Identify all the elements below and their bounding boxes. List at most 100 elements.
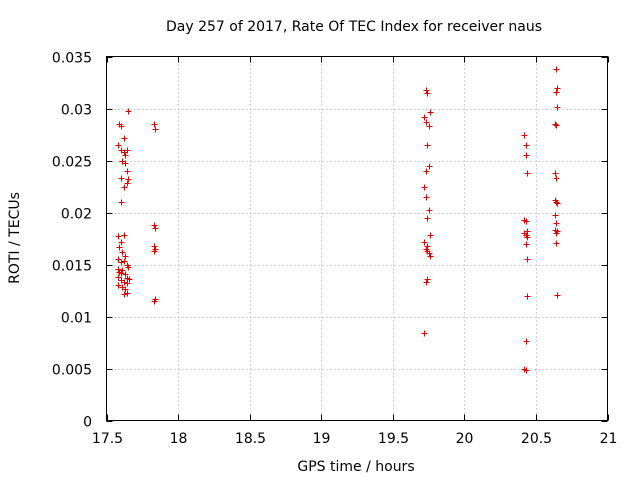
data-point: [524, 256, 531, 263]
data-point: [423, 194, 430, 201]
data-point: [553, 220, 560, 227]
x-tick-label: 19.5: [378, 431, 409, 447]
data-point: [554, 200, 561, 207]
data-point: [119, 249, 126, 256]
y-tick-label: 0.01: [61, 311, 92, 327]
data-point: [124, 290, 131, 297]
data-point: [121, 279, 128, 286]
plot-frame: [106, 56, 608, 421]
data-point: [424, 142, 431, 149]
data-point: [554, 104, 561, 111]
data-point: [124, 147, 131, 154]
data-point: [124, 168, 131, 175]
data-point: [554, 85, 561, 92]
data-point: [122, 271, 129, 278]
data-point: [554, 228, 561, 235]
data-point: [421, 184, 428, 191]
data-point: [553, 240, 560, 247]
data-point: [552, 121, 559, 128]
y-axis-label: ROTI / TECUs: [7, 192, 23, 284]
data-point: [426, 123, 433, 130]
x-tick-labels: 17.5 18 18.5 19 19.5 20 20.5 21: [92, 431, 618, 447]
x-tick-label: 21: [600, 431, 618, 447]
data-point: [553, 89, 560, 96]
data-point: [423, 87, 430, 94]
y-tick-label: 0.005: [52, 363, 92, 379]
data-point: [151, 121, 158, 128]
data-point: [121, 232, 128, 239]
data-point: [552, 170, 559, 177]
data-point: [124, 280, 131, 287]
data-point: [118, 239, 125, 246]
data-point: [426, 163, 433, 170]
data-point: [552, 212, 559, 219]
data-point: [423, 119, 430, 126]
y-tick-label: 0.03: [61, 103, 92, 119]
data-point: [553, 199, 560, 206]
data-point: [115, 256, 122, 263]
data-point: [426, 207, 433, 214]
y-tick-label: 0.02: [61, 207, 92, 223]
x-axis-label: GPS time / hours: [297, 459, 414, 475]
chart-title: Day 257 of 2017, Rate Of TEC Index for r…: [166, 19, 542, 35]
y-tick-labels: 0 0.005 0.01 0.015 0.02 0.025 0.03 0.035: [52, 51, 92, 431]
x-tick-label: 18.5: [235, 431, 266, 447]
data-point: [424, 276, 431, 283]
data-point: [426, 250, 433, 257]
data-point: [122, 253, 129, 260]
data-point: [121, 258, 128, 265]
data-point: [151, 222, 158, 229]
data-point: [121, 184, 128, 191]
data-point: [424, 90, 431, 97]
data-point: [553, 122, 560, 129]
data-point: [151, 298, 158, 305]
data-point: [122, 160, 129, 167]
y-tick-label: 0.015: [52, 259, 92, 275]
x-tick-label: 19: [313, 431, 331, 447]
x-tick-label: 17.5: [92, 431, 123, 447]
data-point: [121, 135, 128, 142]
y-tick-label: 0.035: [52, 51, 92, 67]
y-tick-label: 0.025: [52, 155, 92, 171]
data-point: [427, 109, 434, 116]
data-point: [553, 66, 560, 73]
data-point: [119, 267, 126, 274]
y-tick-label: 0: [83, 415, 92, 431]
data-point: [424, 215, 431, 222]
data-point: [524, 293, 531, 300]
data-point: [124, 180, 131, 187]
data-point: [115, 266, 122, 273]
data-point: [523, 218, 530, 225]
data-point: [423, 279, 430, 286]
data-point: [152, 126, 159, 133]
data-point: [121, 291, 128, 298]
data-point: [118, 123, 125, 130]
data-point: [125, 264, 132, 271]
data-point: [523, 367, 530, 374]
data-point: [118, 175, 125, 182]
data-point: [554, 292, 561, 299]
data-point: [152, 225, 159, 232]
data-point: [122, 286, 129, 293]
data-point: [115, 233, 122, 240]
data-point: [118, 270, 125, 277]
data-point: [115, 142, 122, 149]
data-point: [523, 338, 530, 345]
data-points: [115, 66, 561, 374]
x-tick-label: 18: [170, 431, 188, 447]
data-point: [126, 276, 133, 283]
data-point: [125, 108, 132, 115]
data-point: [521, 132, 528, 139]
data-point: [118, 259, 125, 266]
data-point: [524, 234, 531, 241]
data-point: [115, 274, 122, 281]
data-point: [423, 168, 430, 175]
data-point: [421, 114, 428, 121]
data-point: [115, 282, 122, 289]
data-point: [427, 232, 434, 239]
data-point: [427, 253, 434, 260]
data-point: [421, 330, 428, 337]
data-point: [523, 152, 530, 159]
axis-ticks: [106, 56, 609, 422]
